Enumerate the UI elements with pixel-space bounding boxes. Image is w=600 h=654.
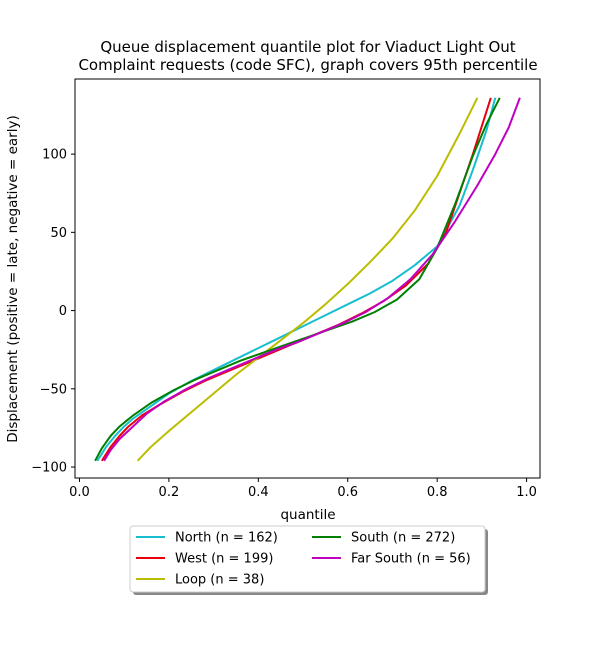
x-tick-label: 0.6 xyxy=(337,485,358,500)
legend-label: West (n = 199) xyxy=(175,552,273,567)
y-tick-label: 0 xyxy=(59,304,67,319)
legend-item-0: North (n = 162) xyxy=(136,531,278,546)
x-tick-label: 0.4 xyxy=(248,485,269,500)
legend-item-4: Far South (n = 56) xyxy=(312,552,471,567)
series-line-2 xyxy=(136,97,479,462)
legend-label: Loop (n = 38) xyxy=(175,573,264,588)
x-tick-label: 0.8 xyxy=(427,485,448,500)
legend-item-2: Loop (n = 38) xyxy=(136,573,264,588)
x-tick-label: 0.0 xyxy=(69,485,90,500)
chart-title-line-2: Complaint requests (code SFC), graph cov… xyxy=(78,56,537,74)
plot-area-frame xyxy=(74,78,541,479)
series-line-3 xyxy=(94,97,501,462)
x-axis-ticks: 0.0 0.2 0.4 0.6 0.8 1.0 xyxy=(69,478,537,500)
legend-item-3: South (n = 272) xyxy=(312,531,455,546)
legend-label: North (n = 162) xyxy=(175,531,278,546)
legend-label: Far South (n = 56) xyxy=(351,552,471,567)
legend-frame xyxy=(129,525,486,593)
y-tick-label: 50 xyxy=(50,226,67,241)
x-axis-label: quantile xyxy=(280,507,335,523)
series-line-4 xyxy=(103,97,521,462)
y-axis-label: Displacement (positive = late, negative … xyxy=(5,115,21,443)
x-tick-label: 0.2 xyxy=(159,485,180,500)
chart-title: Queue displacement quantile plot for Via… xyxy=(78,38,537,74)
y-tick-label: −100 xyxy=(31,461,67,476)
chart-title-line-1: Queue displacement quantile plot for Via… xyxy=(100,38,515,56)
legend-label: South (n = 272) xyxy=(351,531,455,546)
series-line-1 xyxy=(100,97,492,462)
y-tick-label: −50 xyxy=(40,382,67,397)
y-axis-ticks: −100 −50 0 50 100 xyxy=(31,148,75,476)
series-line-0 xyxy=(96,97,497,462)
legend-item-1: West (n = 199) xyxy=(136,552,273,567)
x-tick-label: 1.0 xyxy=(516,485,537,500)
y-tick-label: 100 xyxy=(42,148,67,163)
series-lines xyxy=(94,97,521,462)
legend: North (n = 162) West (n = 199) Loop (n = 3… xyxy=(129,525,488,595)
